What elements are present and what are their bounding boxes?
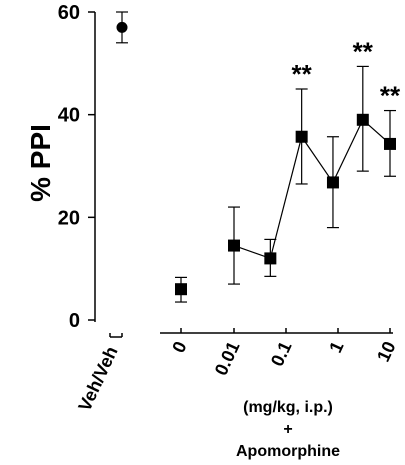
significance-label: **: [292, 59, 313, 89]
data-point: [264, 252, 277, 265]
data-point: [384, 137, 396, 150]
x-tick-label: 0.01: [211, 338, 244, 378]
x-axis-note-line-1: (mg/kg, i.p.): [243, 399, 333, 416]
x-tick-label: 0.1: [267, 338, 296, 369]
y-tick-label: 60: [58, 2, 80, 24]
x-tick-label: 10: [373, 338, 400, 365]
y-tick-label: 40: [58, 105, 80, 127]
x-tick-label: 1: [325, 338, 347, 356]
data-point: [295, 130, 308, 143]
significance-label: **: [380, 81, 401, 111]
x-tick-label: 0: [168, 338, 190, 356]
series-line: [233, 118, 391, 260]
x-axis-note-line-3: Apomorphine: [236, 443, 340, 460]
data-point: [326, 176, 339, 189]
data-point: [356, 113, 369, 126]
axes: 0 20 40 60 Veh/Veh 0 0.01 0.1 1 10: [58, 2, 400, 414]
y-axis-title: % PPI: [25, 124, 56, 202]
control-point: [116, 21, 128, 33]
data-point: [175, 283, 187, 296]
y-tick-label: 0: [69, 310, 80, 332]
significance-label: **: [353, 36, 374, 66]
control-category-label: Veh/Veh: [74, 343, 121, 414]
data-marks: ******: [116, 11, 401, 303]
y-tick-label: 20: [58, 207, 80, 229]
data-point: [228, 239, 240, 252]
x-axis-note-line-2: +: [283, 421, 292, 438]
